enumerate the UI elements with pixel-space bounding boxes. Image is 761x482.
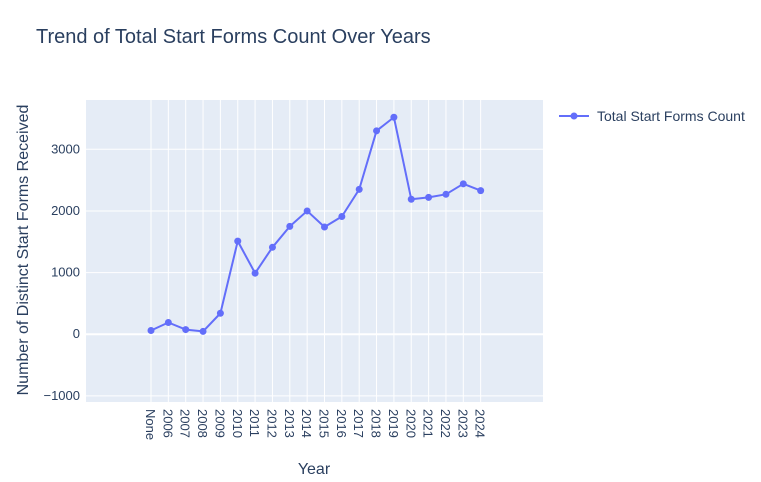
data-point[interactable] bbox=[286, 222, 294, 230]
x-axis-title: Year bbox=[298, 461, 331, 478]
gridlines bbox=[86, 100, 543, 402]
x-tick-label: 2019 bbox=[386, 409, 401, 438]
data-point[interactable] bbox=[199, 327, 207, 335]
x-tick-label: 2010 bbox=[230, 409, 245, 438]
data-point[interactable] bbox=[425, 193, 433, 201]
data-point[interactable] bbox=[407, 195, 415, 203]
y-tick-label: 1000 bbox=[51, 265, 80, 280]
x-tick-label: 2018 bbox=[369, 409, 384, 438]
chart-title: Trend of Total Start Forms Count Over Ye… bbox=[36, 26, 431, 48]
data-point[interactable] bbox=[234, 237, 242, 245]
data-point[interactable] bbox=[251, 269, 259, 277]
data-point[interactable] bbox=[338, 212, 346, 220]
data-point[interactable] bbox=[373, 127, 381, 135]
y-axis-ticks: −1000 0 1000 2000 3000 bbox=[43, 141, 80, 403]
x-tick-label: 2021 bbox=[421, 409, 436, 438]
x-tick-label: 2006 bbox=[160, 409, 175, 438]
legend-dot-marker bbox=[570, 112, 578, 120]
x-tick-label: 2014 bbox=[299, 409, 314, 438]
data-point[interactable] bbox=[390, 113, 398, 121]
plot-area bbox=[86, 100, 543, 402]
y-tick-label: 0 bbox=[73, 326, 80, 341]
x-tick-label: 2020 bbox=[403, 409, 418, 438]
data-point[interactable] bbox=[147, 327, 155, 335]
data-point[interactable] bbox=[321, 223, 328, 231]
data-point[interactable] bbox=[182, 326, 190, 334]
data-point[interactable] bbox=[477, 187, 485, 195]
series-layer bbox=[147, 113, 485, 335]
y-tick-label: 3000 bbox=[51, 141, 80, 156]
x-tick-label: 2011 bbox=[247, 409, 262, 437]
data-point[interactable] bbox=[268, 243, 276, 251]
data-point[interactable] bbox=[355, 185, 363, 193]
x-tick-label: 2015 bbox=[317, 409, 332, 438]
x-tick-label: 2024 bbox=[473, 409, 488, 438]
x-tick-label: 2008 bbox=[195, 409, 210, 438]
data-point[interactable] bbox=[164, 318, 172, 326]
x-tick-label: 2017 bbox=[351, 409, 366, 438]
legend-label: Total Start Forms Count bbox=[597, 108, 745, 124]
x-tick-label: 2016 bbox=[334, 409, 349, 438]
x-tick-label: 2012 bbox=[264, 409, 279, 438]
data-point[interactable] bbox=[216, 309, 224, 317]
x-tick-label: 2023 bbox=[455, 409, 470, 438]
x-tick-label: None bbox=[143, 409, 158, 440]
y-tick-label: −1000 bbox=[43, 388, 80, 403]
data-point[interactable] bbox=[303, 207, 311, 215]
x-axis-ticks: None 2006 2007 2008 2009 2010 2011 2012 2013 2014… bbox=[143, 409, 488, 440]
legend[interactable]: Total Start Forms Count bbox=[559, 108, 745, 124]
x-tick-label: 2007 bbox=[178, 409, 193, 438]
y-axis-title: Number of Distinct Start Forms Received bbox=[15, 105, 32, 396]
data-point[interactable] bbox=[459, 180, 467, 188]
y-tick-label: 2000 bbox=[51, 203, 80, 218]
x-tick-label: 2013 bbox=[282, 409, 297, 438]
data-point[interactable] bbox=[442, 190, 450, 198]
x-tick-label: 2009 bbox=[212, 409, 227, 438]
x-tick-label: 2022 bbox=[438, 409, 453, 438]
